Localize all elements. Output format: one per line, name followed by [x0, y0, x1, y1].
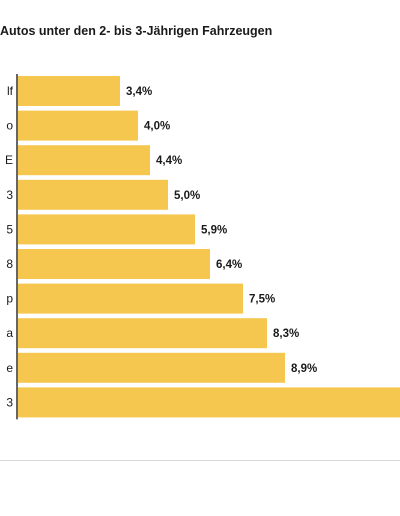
value-label-6: 7,5% [249, 294, 275, 306]
bar-4 [18, 214, 195, 245]
bar-8 [18, 352, 285, 383]
bar-1 [18, 110, 138, 141]
bar-9 [18, 387, 400, 418]
value-label-0: 3,4% [126, 86, 152, 98]
bar-0 [18, 76, 120, 106]
category-label-9: 3 [6, 395, 13, 409]
category-label-2: E [5, 153, 13, 167]
value-label-2: 4,4% [156, 155, 182, 167]
category-label-8: e [6, 361, 13, 375]
value-label-5: 6,4% [216, 259, 242, 271]
bar-3 [18, 179, 168, 210]
value-label-7: 8,3% [273, 328, 299, 340]
category-label-3: 3 [6, 188, 13, 202]
category-label-7: a [6, 326, 13, 340]
category-label-6: p [6, 292, 13, 306]
value-label-4: 5,9% [201, 224, 227, 236]
value-label-8: 8,9% [291, 363, 317, 375]
footer-divider [0, 460, 400, 461]
bar-7 [18, 318, 267, 349]
value-label-1: 4,0% [144, 121, 170, 133]
category-label-5: 8 [6, 257, 13, 271]
bar-2 [18, 145, 150, 176]
bar-6 [18, 283, 243, 314]
category-label-1: o [6, 119, 13, 133]
bar-5 [18, 249, 210, 279]
chart-title: Autos unter den 2- bis 3-Jährigen Fahrze… [0, 24, 273, 38]
value-label-3: 5,0% [174, 190, 200, 202]
category-label-0: lf [7, 84, 14, 98]
category-label-4: 5 [6, 222, 13, 236]
